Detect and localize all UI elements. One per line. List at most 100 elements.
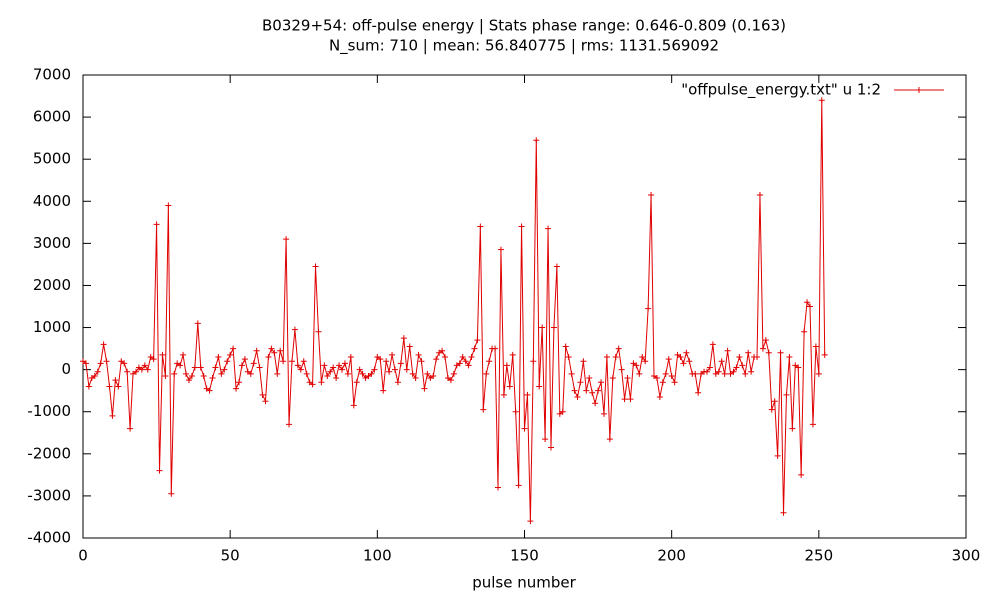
data-point bbox=[495, 484, 502, 491]
data-point bbox=[121, 360, 128, 367]
data-point bbox=[786, 354, 793, 361]
data-point bbox=[671, 379, 678, 386]
data-point bbox=[356, 366, 363, 373]
data-point bbox=[600, 410, 607, 417]
data-point bbox=[789, 425, 796, 432]
y-tick-label: 3000 bbox=[33, 234, 71, 252]
x-axis-label: pulse number bbox=[472, 574, 576, 592]
data-point bbox=[809, 421, 816, 428]
data-point bbox=[321, 362, 328, 369]
data-point bbox=[168, 490, 175, 497]
data-point bbox=[415, 351, 422, 358]
data-point bbox=[377, 356, 384, 363]
data-point bbox=[462, 358, 469, 365]
data-point bbox=[547, 444, 554, 451]
data-point bbox=[468, 354, 475, 361]
data-point bbox=[662, 370, 669, 377]
data-point bbox=[780, 509, 787, 516]
data-point bbox=[503, 362, 510, 369]
y-tick-label: -1000 bbox=[27, 402, 71, 420]
data-point bbox=[206, 387, 213, 394]
data-point bbox=[82, 360, 89, 367]
data-point bbox=[138, 366, 145, 373]
data-point bbox=[497, 246, 504, 253]
x-tick-label: 200 bbox=[657, 547, 686, 565]
data-point bbox=[486, 358, 493, 365]
data-point bbox=[218, 370, 225, 377]
data-point bbox=[185, 377, 192, 384]
legend-label: "offpulse_energy.txt" u 1:2 bbox=[681, 81, 881, 100]
data-point bbox=[409, 370, 416, 377]
data-point bbox=[394, 379, 401, 386]
data-point bbox=[188, 372, 195, 379]
data-point bbox=[200, 372, 207, 379]
y-tick-label: 2000 bbox=[33, 276, 71, 294]
data-point bbox=[127, 425, 134, 432]
data-point bbox=[621, 396, 628, 403]
data-point bbox=[730, 368, 737, 375]
y-tick-label: 4000 bbox=[33, 192, 71, 210]
data-point bbox=[709, 341, 716, 348]
data-point bbox=[450, 370, 457, 377]
data-point bbox=[291, 326, 298, 333]
data-point bbox=[421, 385, 428, 392]
data-point bbox=[653, 375, 660, 382]
data-point bbox=[424, 370, 431, 377]
data-point bbox=[341, 360, 348, 367]
data-point bbox=[754, 354, 761, 361]
data-point bbox=[233, 385, 240, 392]
data-point bbox=[603, 354, 610, 361]
data-point bbox=[807, 303, 814, 310]
data-point bbox=[141, 362, 148, 369]
plot-frame bbox=[82, 74, 967, 539]
data-point bbox=[645, 305, 652, 312]
data-point bbox=[124, 368, 131, 375]
data-point bbox=[268, 345, 275, 352]
data-point bbox=[259, 391, 266, 398]
data-point bbox=[783, 391, 790, 398]
data-point bbox=[406, 343, 413, 350]
data-point bbox=[100, 341, 107, 348]
data-point bbox=[312, 263, 319, 270]
data-point bbox=[277, 347, 284, 354]
y-tick-label: -4000 bbox=[27, 529, 71, 547]
data-point bbox=[798, 471, 805, 478]
data-point bbox=[524, 391, 531, 398]
data-point bbox=[271, 349, 278, 356]
y-tick-label: -3000 bbox=[27, 486, 71, 504]
data-line bbox=[82, 100, 826, 522]
data-point bbox=[606, 436, 613, 443]
data-point bbox=[530, 358, 537, 365]
data-point bbox=[598, 379, 605, 386]
data-point bbox=[256, 364, 263, 371]
data-point bbox=[642, 358, 649, 365]
x-tick-label: 300 bbox=[952, 547, 981, 565]
data-point bbox=[180, 351, 187, 358]
data-point bbox=[353, 379, 360, 386]
data-point bbox=[571, 387, 578, 394]
data-point bbox=[615, 345, 622, 352]
data-point bbox=[539, 324, 546, 331]
data-point bbox=[612, 354, 619, 361]
data-point bbox=[400, 335, 407, 342]
data-point bbox=[212, 364, 219, 371]
x-tick-label: 0 bbox=[78, 547, 88, 565]
data-point bbox=[344, 370, 351, 377]
data-point bbox=[280, 358, 287, 365]
data-point bbox=[592, 400, 599, 407]
data-point bbox=[456, 360, 463, 367]
data-point bbox=[103, 358, 110, 365]
chart-title: B0329+54: off-pulse energy | Stats phase… bbox=[262, 17, 786, 35]
data-point bbox=[477, 223, 484, 230]
data-point bbox=[677, 354, 684, 361]
data-point bbox=[624, 375, 631, 382]
data-point bbox=[215, 354, 222, 361]
data-point bbox=[500, 391, 507, 398]
data-point bbox=[300, 358, 307, 365]
data-point bbox=[309, 381, 316, 388]
data-point bbox=[756, 191, 763, 198]
data-point bbox=[288, 358, 295, 365]
data-point bbox=[144, 366, 151, 373]
data-point bbox=[818, 97, 825, 104]
data-point bbox=[703, 368, 710, 375]
